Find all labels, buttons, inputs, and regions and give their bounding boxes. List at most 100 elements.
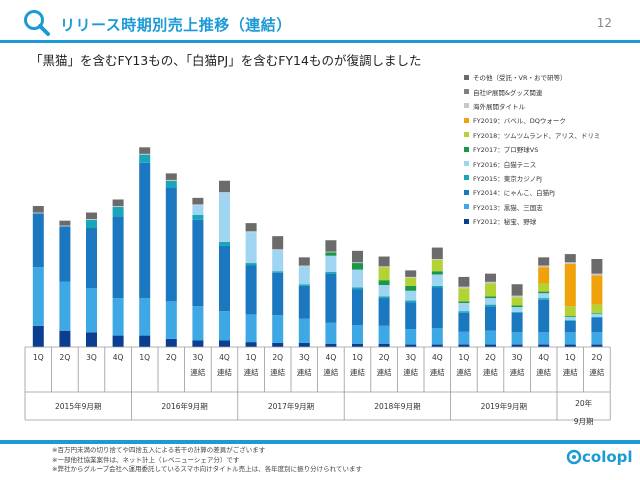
tick-label: 2Q xyxy=(485,353,496,362)
bar-segment xyxy=(165,173,177,180)
bar-segment xyxy=(112,298,124,336)
tick-label: 連結 xyxy=(510,367,525,377)
tick-label: 4Q xyxy=(113,353,124,362)
bar-segment xyxy=(405,344,417,347)
bar-segment xyxy=(405,276,417,278)
tick-label: 1Q xyxy=(565,353,576,362)
bar-segment xyxy=(298,284,310,286)
bar-segment xyxy=(245,314,257,343)
group-label: 20年 xyxy=(575,398,593,408)
tick-label: 3Q xyxy=(405,353,416,362)
tick-label: 2Q xyxy=(272,353,283,362)
tick-label: 連結 xyxy=(350,367,365,377)
bar-segment xyxy=(325,240,337,252)
bar-segment xyxy=(32,212,44,214)
bar-segment xyxy=(59,225,71,227)
bar-segment xyxy=(538,265,550,268)
legend-label: FY2016：白猫テニス xyxy=(473,160,537,169)
bar-segment xyxy=(352,263,363,270)
bar-segment xyxy=(112,206,124,207)
bar-segment xyxy=(139,153,151,155)
bar-segment xyxy=(378,343,390,347)
bar-segment xyxy=(538,298,550,300)
bar-segment xyxy=(325,322,337,344)
bar-segment xyxy=(112,206,124,217)
bar-segment xyxy=(564,320,576,333)
tick-label: 連結 xyxy=(190,367,205,377)
bar-segment xyxy=(325,255,337,273)
bar-segment xyxy=(591,304,603,313)
bar-segment xyxy=(272,250,284,272)
bar-segment xyxy=(165,301,177,339)
tick-label: 連結 xyxy=(483,367,498,377)
legend-label: 海外展開タイトル xyxy=(473,102,525,111)
tick-label: 2Q xyxy=(60,353,71,362)
bar-segment xyxy=(192,214,204,220)
bar-segment xyxy=(405,285,417,291)
bar-segment xyxy=(219,192,230,242)
tick-label: 連結 xyxy=(297,367,312,377)
bar-segment xyxy=(378,298,390,326)
bar-segment xyxy=(458,288,470,302)
bar-segment xyxy=(298,257,310,266)
bar-segment xyxy=(538,332,550,345)
legend-label: FY2012：秘宝、野球 xyxy=(473,218,537,227)
tick-label: 連結 xyxy=(456,367,471,377)
bar-segment xyxy=(298,285,310,319)
legend-swatch xyxy=(464,175,469,181)
bar-segment xyxy=(219,311,230,341)
bar-segment xyxy=(272,236,284,250)
bar-segment xyxy=(458,286,470,289)
footnotes: ※百万円未満の切り捨てや四捨五入による若干の計算の差異がございます ※一部他社協… xyxy=(52,446,362,475)
bar-segment xyxy=(298,342,310,347)
bar-segment xyxy=(431,287,443,329)
bar-segment xyxy=(86,219,97,220)
tick-label: 2Q xyxy=(166,353,177,362)
tick-label: 連結 xyxy=(430,367,445,377)
bar-segment xyxy=(139,154,151,163)
group-label: 2015年9月期 xyxy=(55,401,101,411)
legend-item: FY2018：ツムツムランド、アリス、ドリミ xyxy=(464,128,600,142)
bar-segment xyxy=(378,296,390,299)
bar-segment xyxy=(564,344,576,347)
legend-item: 自社IP展開&グッズ関連 xyxy=(464,84,600,98)
bar-segment xyxy=(59,330,71,347)
bar-segment xyxy=(32,325,44,347)
bar-segment xyxy=(485,306,496,331)
bar-segment xyxy=(511,284,523,296)
legend-item: FY2014：にゃんこ、白猫PJ xyxy=(464,185,600,199)
bar-segment xyxy=(431,328,443,345)
tick-label: 連結 xyxy=(270,367,285,377)
chart-legend: その他（受託・VR・おで研等） 自社IP展開&グッズ関連 海外展開タイトル FY201… xyxy=(464,70,600,228)
legend-label: FY2017：プロ野球VS xyxy=(473,146,539,155)
page-number: 12 xyxy=(596,16,612,30)
bar-segment xyxy=(32,206,44,213)
tick-label: 連結 xyxy=(377,367,392,377)
tick-label: 連結 xyxy=(536,367,551,377)
bar-segment xyxy=(112,199,124,207)
bar-segment xyxy=(165,338,177,347)
group-label: 2019年9月期 xyxy=(481,401,527,411)
tick-label: 連結 xyxy=(323,367,338,377)
bar-segment xyxy=(431,259,443,272)
bar-segment xyxy=(272,271,284,273)
bar-segment xyxy=(591,316,603,318)
bar-segment xyxy=(378,266,390,268)
bar-segment xyxy=(272,315,284,343)
footnote-3: ※弊社からグループ会社へ運用委託しているスマホ向けタイトル売上は、各年度別に振り… xyxy=(52,465,362,473)
stacked-bar-chart: 1Q 2Q 3Q 4Q 1Q 2Q 3Q 連結 4Q 連結 1Q 連結 2Q 連結 3Q 連結 4Q 連結 1Q 連結… xyxy=(24,147,611,426)
bar-segment xyxy=(511,332,523,345)
tick-label: 連結 xyxy=(217,367,232,377)
bar-segment xyxy=(591,258,603,274)
bar-segment xyxy=(431,258,443,260)
page-subtitle: 「黒猫」を含むFY13もの、「白猫PJ」を含むFY14ものが復調しました xyxy=(30,53,422,68)
tick-label: 2Q xyxy=(592,353,603,362)
bar-segment xyxy=(458,311,470,313)
bar-segment xyxy=(352,343,363,347)
tick-label: 4Q xyxy=(326,353,337,362)
legend-item: FY2016：白猫テニス xyxy=(464,156,600,170)
legend-label: FY2019：バベル、DQウォーク xyxy=(473,117,566,126)
bar-segment xyxy=(485,283,496,297)
bar-segment xyxy=(405,290,417,301)
bar-segment xyxy=(298,266,310,285)
